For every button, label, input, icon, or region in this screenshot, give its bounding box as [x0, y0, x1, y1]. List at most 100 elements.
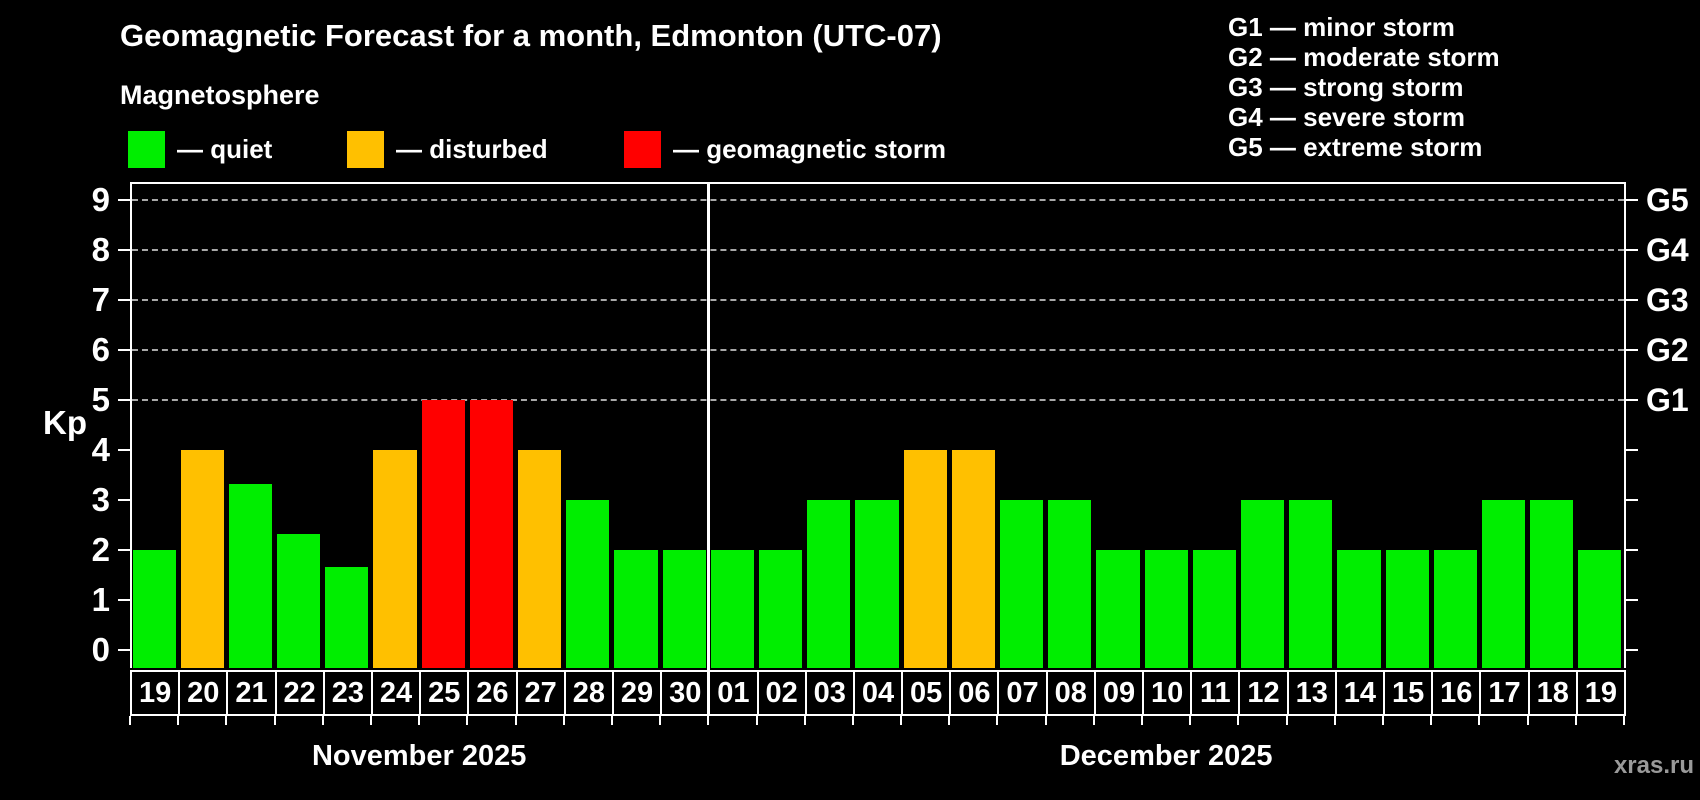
legend-item-disturbed: — disturbed — [347, 130, 548, 168]
g-axis-tick — [1626, 499, 1638, 501]
kp-bar-day-01 — [710, 550, 754, 668]
kp-bar-day-19 — [132, 550, 176, 668]
day-label: 03 — [804, 670, 855, 716]
y-axis-tick — [118, 349, 130, 351]
month-label: December 2025 — [1059, 740, 1273, 772]
kp-bar-day-23 — [325, 566, 369, 668]
day-label: 19 — [1575, 670, 1626, 716]
kp-bar-day-20 — [180, 450, 224, 668]
y-axis-tick — [118, 599, 130, 601]
g5-legend-line: G5 — extreme storm — [1228, 132, 1483, 162]
kp-bar-day-28 — [566, 500, 610, 668]
day-axis-tick — [1141, 716, 1144, 725]
g2-legend-line: G2 — moderate storm — [1228, 42, 1500, 72]
day-axis-tick — [1333, 716, 1336, 725]
g-axis-tick — [1626, 449, 1638, 451]
y-axis-tick — [118, 399, 130, 401]
xras-watermark: xras.ru — [1613, 752, 1694, 779]
g4-legend-line: G4 — severe storm — [1228, 102, 1466, 132]
y-axis-tick-label: 2 — [91, 531, 110, 568]
day-axis-tick — [803, 716, 806, 725]
kp-bar-day-19 — [1578, 550, 1622, 668]
y-axis-tick — [118, 649, 130, 651]
day-label: 07 — [997, 670, 1048, 716]
g-axis-label: G4 — [1646, 232, 1689, 268]
day-axis-tick — [1285, 716, 1288, 725]
kp-bar-day-24 — [373, 450, 417, 668]
day-axis-tick — [1382, 716, 1385, 725]
day-axis-tick — [514, 716, 517, 725]
day-axis-tick — [418, 716, 421, 725]
gridline — [132, 299, 1624, 301]
day-axis-tick — [225, 716, 228, 725]
day-label: 27 — [515, 670, 566, 716]
day-axis-tick — [707, 716, 710, 725]
legend-item-storm: — geomagnetic storm — [624, 130, 946, 168]
y-axis-tick-label: 3 — [91, 481, 110, 518]
y-axis-tick-label: 6 — [91, 331, 110, 368]
day-axis-tick — [321, 716, 324, 725]
kp-bar-day-29 — [614, 550, 658, 668]
day-axis-tick — [273, 716, 276, 725]
y-axis-tick — [118, 449, 130, 451]
month-divider — [706, 182, 710, 716]
day-label: 19 — [130, 670, 181, 716]
day-axis-tick — [129, 716, 131, 725]
kp-bar-day-12 — [1240, 500, 1285, 668]
y-axis-tick-label: 9 — [91, 181, 110, 218]
y-axis-tick-label: 4 — [91, 431, 110, 468]
day-label: 09 — [1093, 670, 1145, 716]
day-axis-tick — [177, 716, 180, 725]
quiet-swatch-icon — [128, 130, 165, 168]
kp-bar-day-16 — [1433, 550, 1477, 668]
day-axis-tick — [1092, 716, 1095, 725]
day-axis-tick — [1478, 716, 1481, 725]
day-label: 04 — [852, 670, 904, 716]
day-axis-tick — [1574, 716, 1577, 725]
kp-bar-day-21 — [228, 483, 273, 668]
day-label: 12 — [1238, 670, 1289, 716]
month-label: November 2025 — [311, 740, 527, 772]
kp-bar-day-02 — [759, 550, 803, 668]
g-axis-tick — [1626, 249, 1638, 251]
kp-bar-day-05 — [903, 450, 947, 668]
kp-bar-day-26 — [469, 400, 514, 668]
kp-bar-day-13 — [1289, 500, 1333, 668]
g-axis-tick — [1626, 599, 1638, 601]
day-axis-tick — [562, 716, 565, 725]
g-axis-label: G2 — [1646, 332, 1689, 368]
day-label: 02 — [756, 670, 807, 716]
gridline — [132, 399, 1624, 401]
day-label: 11 — [1190, 670, 1241, 716]
day-label: 05 — [901, 670, 952, 716]
kp-bar-day-14 — [1337, 550, 1381, 668]
kp-bar-day-08 — [1048, 500, 1092, 668]
y-axis-title: Kp — [43, 404, 87, 441]
day-label: 10 — [1142, 670, 1193, 716]
day-axis-tick — [851, 716, 854, 725]
gridline — [132, 349, 1624, 351]
day-label: 21 — [226, 670, 277, 716]
storm-swatch-icon — [624, 130, 661, 168]
kp-bar-day-18 — [1530, 500, 1574, 668]
day-axis-tick — [1430, 716, 1433, 725]
y-axis-tick-label: 5 — [91, 381, 110, 418]
y-axis-tick — [118, 249, 130, 251]
plot-frame — [130, 182, 1626, 668]
day-axis-tick — [1189, 716, 1192, 725]
y-axis-tick-label: 1 — [91, 581, 110, 618]
kp-bar-day-11 — [1192, 550, 1236, 668]
kp-bar-day-25 — [421, 400, 465, 668]
day-axis-tick — [610, 716, 613, 725]
disturbed-swatch-icon — [347, 130, 384, 168]
day-label: 20 — [178, 670, 229, 716]
g-axis-tick — [1626, 549, 1638, 551]
g1-legend-line: G1 — minor storm — [1228, 12, 1455, 42]
day-axis-tick — [466, 716, 469, 725]
g3-legend-line: G3 — strong storm — [1228, 72, 1464, 102]
kp-bar-day-22 — [277, 533, 321, 668]
day-label: 24 — [370, 670, 422, 716]
g-axis-tick — [1626, 399, 1638, 401]
